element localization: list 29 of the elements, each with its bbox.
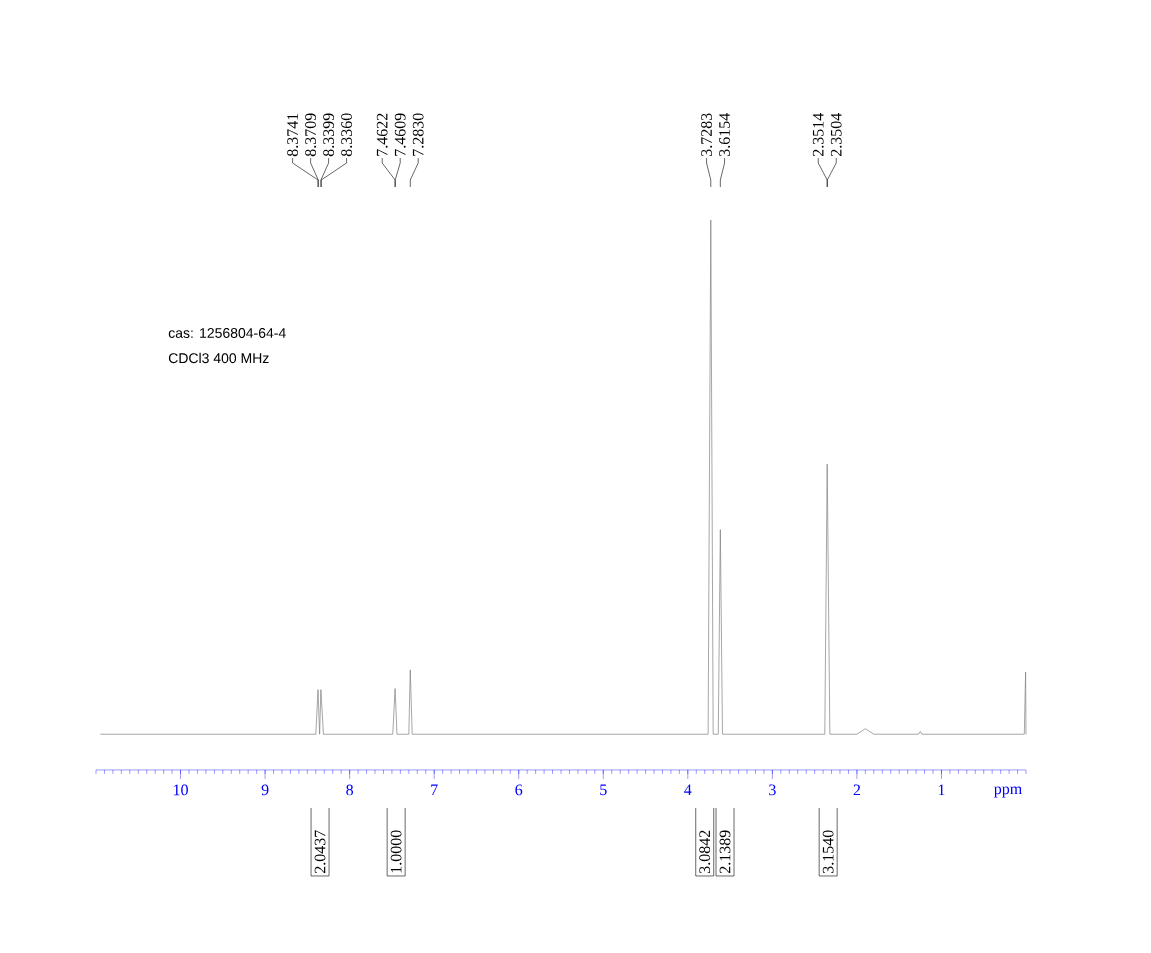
text: 8.3360 [341, 113, 353, 157]
x-tick-label: 1 [938, 784, 945, 796]
text: 8.3709 [305, 113, 317, 157]
text: 7.2830 [412, 113, 424, 156]
text: 3.7283 [701, 113, 713, 157]
text: 2.3514 [812, 113, 824, 157]
text: 7.4622 [376, 113, 388, 156]
x-tick-label: 6 [515, 784, 523, 796]
annotation: cas: 1256804-64-4 [168, 328, 286, 338]
x-tick-label: 3 [769, 784, 776, 796]
x-tick-label: 7 [431, 784, 438, 795]
x-tick-label: 2 [853, 784, 861, 796]
text: 1.0000 [390, 830, 402, 873]
text: 8.3399 [323, 113, 335, 157]
x-tick-label: 4 [684, 784, 692, 796]
text: 2.3504 [830, 113, 842, 157]
x-tick-label: 9 [261, 784, 269, 796]
x-tick-label: 8 [346, 784, 354, 796]
text: 3.6154 [719, 113, 730, 157]
text: 3.0842 [699, 830, 711, 874]
x-tick-label: 10 [173, 784, 188, 796]
text: 3.1540 [822, 830, 834, 874]
x-tick-label: 5 [600, 784, 607, 796]
text: 2.0437 [314, 830, 326, 874]
x-axis-title: ppm [994, 786, 1022, 798]
annotation: CDCl3 400 MHz [168, 352, 269, 364]
text: 8.3741 [287, 113, 299, 157]
text: 2.1389 [719, 830, 731, 874]
text: 7.4609 [394, 113, 406, 156]
